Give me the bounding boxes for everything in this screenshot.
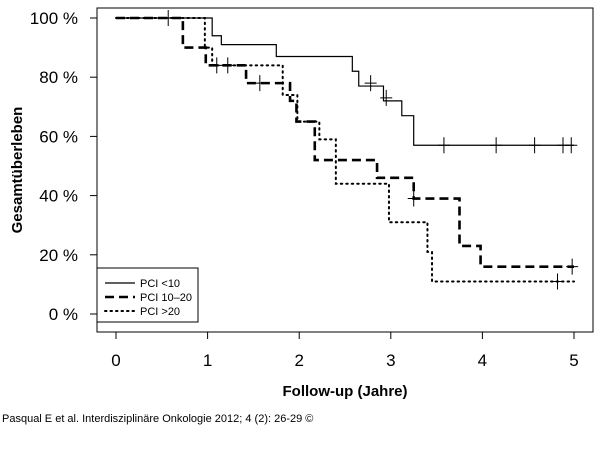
x-axis-title: Follow-up (Jahre)	[283, 383, 408, 400]
x-axis: 0 1 2 3 4 5	[111, 332, 579, 370]
legend-label: PCI <10	[140, 278, 180, 290]
legend-label: PCI >20	[140, 306, 180, 318]
censor-mark	[566, 258, 579, 275]
censor-mark	[565, 137, 578, 154]
survival-curves	[115, 10, 579, 290]
y-tick-label: 100 %	[30, 9, 78, 28]
series-3	[115, 17, 575, 290]
legend-label: PCI 10–20	[140, 292, 192, 304]
y-tick-label: 40 %	[39, 187, 78, 206]
y-axis-title: Gesamtüberleben	[9, 107, 26, 234]
x-tick-label: 3	[386, 351, 395, 370]
series-line	[116, 17, 574, 146]
legend: PCI <10 PCI 10–20 PCI >20	[96, 267, 199, 323]
censor-mark	[210, 57, 223, 74]
series-line	[115, 17, 575, 283]
y-tick-label: 0 %	[49, 305, 78, 324]
censor-mark	[253, 75, 266, 92]
censor-mark	[364, 75, 377, 92]
censor-mark	[437, 137, 450, 154]
censor-mark	[490, 137, 503, 154]
censor-mark	[551, 273, 564, 290]
censor-mark	[407, 190, 420, 207]
x-tick-label: 0	[111, 351, 120, 370]
x-tick-label: 5	[569, 351, 578, 370]
y-tick-label: 20 %	[39, 246, 78, 265]
censor-mark	[528, 137, 541, 154]
censor-mark	[380, 89, 393, 106]
y-tick-label: 60 %	[39, 127, 78, 146]
citation: Pasqual E et al. Interdisziplinäre Onkol…	[2, 413, 314, 425]
x-tick-label: 2	[294, 351, 303, 370]
y-axis: 0 % 20 % 40 % 60 % 80 % 100 %	[30, 9, 97, 324]
y-tick-label: 80 %	[39, 68, 78, 87]
x-tick-label: 1	[203, 351, 212, 370]
legend-box	[96, 267, 199, 323]
x-tick-label: 4	[478, 351, 487, 370]
